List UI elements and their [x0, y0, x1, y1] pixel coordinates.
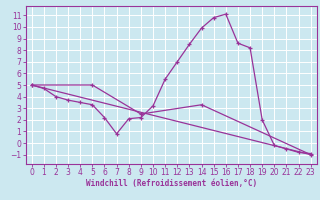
X-axis label: Windchill (Refroidissement éolien,°C): Windchill (Refroidissement éolien,°C) [86, 179, 257, 188]
